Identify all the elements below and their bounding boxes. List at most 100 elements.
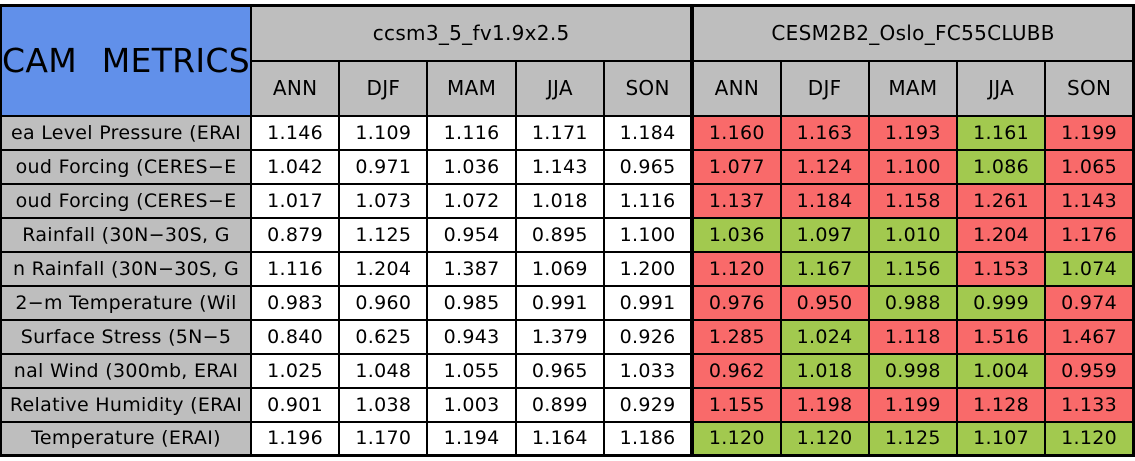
metric-row-label: Rainfall (30N−30S, G xyxy=(0,216,253,253)
value-cell-cesm-red: 1.133 xyxy=(1044,386,1135,423)
value-cell-ccsm: 0.991 xyxy=(602,284,694,321)
value-cell-ccsm: 0.899 xyxy=(514,386,605,423)
value-cell-ccsm: 1.194 xyxy=(426,420,517,457)
value-cell-ccsm: 1.018 xyxy=(514,182,605,219)
season-header-djf-group1: DJF xyxy=(338,59,429,117)
value-cell-ccsm: 0.960 xyxy=(338,284,429,321)
value-cell-ccsm: 1.048 xyxy=(338,352,429,389)
model-group-header-ccsm: ccsm3_5_fv1.9x2.5 xyxy=(250,4,694,62)
value-cell-ccsm: 1.073 xyxy=(338,182,429,219)
value-cell-ccsm: 0.965 xyxy=(602,148,694,185)
value-cell-ccsm: 1.125 xyxy=(338,216,429,253)
value-cell-ccsm: 1.379 xyxy=(514,318,605,355)
metric-row: oud Forcing (CERES−E 1.042 0.971 1.036 1.143… xyxy=(0,148,1135,185)
value-cell-ccsm: 1.109 xyxy=(338,114,429,151)
value-cell-cesm-green: 1.036 xyxy=(690,216,782,253)
value-cell-cesm-red: 1.285 xyxy=(690,318,782,355)
value-cell-ccsm: 0.879 xyxy=(250,216,341,253)
value-cell-cesm-red: 1.077 xyxy=(690,148,782,185)
value-cell-cesm-red: 1.124 xyxy=(779,148,870,185)
value-cell-cesm-red: 1.261 xyxy=(955,182,1047,219)
value-cell-ccsm: 0.926 xyxy=(602,318,694,355)
value-cell-ccsm: 1.116 xyxy=(250,250,341,287)
value-cell-ccsm: 0.625 xyxy=(338,318,429,355)
value-cell-cesm-red: 0.974 xyxy=(1044,284,1135,321)
value-cell-cesm-green: 1.086 xyxy=(955,148,1047,185)
value-cell-cesm-red: 1.155 xyxy=(690,386,782,423)
value-cell-ccsm: 1.042 xyxy=(250,148,341,185)
value-cell-cesm-red: 1.184 xyxy=(779,182,870,219)
metric-row-label: Temperature (ERAI) xyxy=(0,420,253,457)
value-cell-cesm-red: 1.065 xyxy=(1044,148,1135,185)
value-cell-ccsm: 0.943 xyxy=(426,318,517,355)
value-cell-ccsm: 1.100 xyxy=(602,216,694,253)
value-cell-cesm-red: 1.467 xyxy=(1044,318,1135,355)
value-cell-ccsm: 1.186 xyxy=(602,420,694,457)
value-cell-cesm-green: 1.018 xyxy=(779,352,870,389)
value-cell-ccsm: 1.143 xyxy=(514,148,605,185)
season-header-son-group1: SON xyxy=(602,59,694,117)
model-group-label: CESM2B2_Oslo_FC55CLUBB xyxy=(771,21,1055,46)
metric-row-label: 2−m Temperature (Wil xyxy=(0,284,253,321)
season-header-son-group2: SON xyxy=(1044,59,1135,117)
value-cell-ccsm: 0.954 xyxy=(426,216,517,253)
value-cell-ccsm: 1.003 xyxy=(426,386,517,423)
metric-row: Rainfall (30N−30S, G 0.879 1.125 0.954 0.895… xyxy=(0,216,1135,253)
value-cell-cesm-green: 1.097 xyxy=(779,216,870,253)
value-cell-ccsm: 1.072 xyxy=(426,182,517,219)
value-cell-cesm-red: 1.198 xyxy=(779,386,870,423)
value-cell-ccsm: 1.017 xyxy=(250,182,341,219)
metric-row-label: oud Forcing (CERES−E xyxy=(0,182,253,219)
value-cell-ccsm: 1.069 xyxy=(514,250,605,287)
value-cell-cesm-green: 0.999 xyxy=(955,284,1047,321)
model-group-header-row: CAM METRICS ccsm3_5_fv1.9x2.5 CESM2B2_Os… xyxy=(0,4,1135,117)
season-header-mam-group2: MAM xyxy=(867,59,958,117)
value-cell-cesm-red: 0.959 xyxy=(1044,352,1135,389)
value-cell-cesm-red: 1.100 xyxy=(867,148,958,185)
value-cell-cesm-green: 1.161 xyxy=(955,114,1047,151)
value-cell-ccsm: 1.038 xyxy=(338,386,429,423)
value-cell-ccsm: 0.983 xyxy=(250,284,341,321)
value-cell-ccsm: 0.985 xyxy=(426,284,517,321)
value-cell-cesm-green: 1.167 xyxy=(779,250,870,287)
value-cell-cesm-green: 0.988 xyxy=(867,284,958,321)
value-cell-ccsm: 1.184 xyxy=(602,114,694,151)
value-cell-cesm-red: 1.160 xyxy=(690,114,782,151)
value-cell-cesm-green: 1.010 xyxy=(867,216,958,253)
season-header-row: ANN DJF MAM JJA SON ANN DJF MAM JJA SON xyxy=(1,59,1135,117)
value-cell-ccsm: 1.204 xyxy=(338,250,429,287)
metric-row: Surface Stress (5N−5 0.840 0.625 0.943 1.379… xyxy=(0,318,1135,355)
metric-row: ea Level Pressure (ERAI 1.146 1.109 1.116 1.… xyxy=(0,114,1135,151)
metric-row: nal Wind (300mb, ERAI 1.025 1.048 1.055 0.96… xyxy=(0,352,1135,389)
value-cell-cesm-green: 1.074 xyxy=(1044,250,1135,287)
value-cell-cesm-green: 1.107 xyxy=(955,420,1047,457)
value-cell-cesm-red: 1.176 xyxy=(1044,216,1135,253)
value-cell-cesm-green: 1.024 xyxy=(779,318,870,355)
value-cell-cesm-green: 1.120 xyxy=(779,420,870,457)
season-header-ann-group1: ANN xyxy=(250,59,341,117)
value-cell-ccsm: 1.033 xyxy=(602,352,694,389)
value-cell-cesm-red: 0.976 xyxy=(690,284,782,321)
value-cell-ccsm: 1.025 xyxy=(250,352,341,389)
value-cell-ccsm: 1.200 xyxy=(602,250,694,287)
season-header-mam-group1: MAM xyxy=(426,59,517,117)
value-cell-ccsm: 0.895 xyxy=(514,216,605,253)
metric-row-label: nal Wind (300mb, ERAI xyxy=(0,352,253,389)
value-cell-cesm-green: 0.998 xyxy=(867,352,958,389)
metric-row-label: Relative Humidity (ERAI xyxy=(0,386,253,423)
value-cell-cesm-green: 1.120 xyxy=(690,420,782,457)
value-cell-ccsm: 1.146 xyxy=(250,114,341,151)
value-cell-ccsm: 1.171 xyxy=(514,114,605,151)
value-cell-cesm-red: 1.163 xyxy=(779,114,870,151)
value-cell-cesm-red: 1.143 xyxy=(1044,182,1135,219)
model-group-label: ccsm3_5_fv1.9x2.5 xyxy=(372,21,570,46)
metric-row-label: oud Forcing (CERES−E xyxy=(0,148,253,185)
value-cell-cesm-red: 1.153 xyxy=(955,250,1047,287)
value-cell-cesm-green: 1.120 xyxy=(1044,420,1135,457)
season-header-djf-group2: DJF xyxy=(779,59,870,117)
value-cell-ccsm: 0.991 xyxy=(514,284,605,321)
metric-row: 2−m Temperature (Wil 0.983 0.960 0.985 0.991… xyxy=(0,284,1135,321)
value-cell-ccsm: 0.929 xyxy=(602,386,694,423)
model-group-header-cesm: CESM2B2_Oslo_FC55CLUBB xyxy=(690,4,1135,62)
season-header-jja-group1: JJA xyxy=(514,59,605,117)
